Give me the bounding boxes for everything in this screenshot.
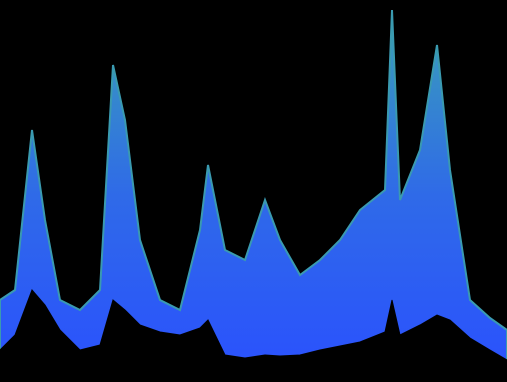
chart	[0, 0, 507, 382]
page: (() => { const data = JSON.parse(documen…	[0, 0, 507, 382]
